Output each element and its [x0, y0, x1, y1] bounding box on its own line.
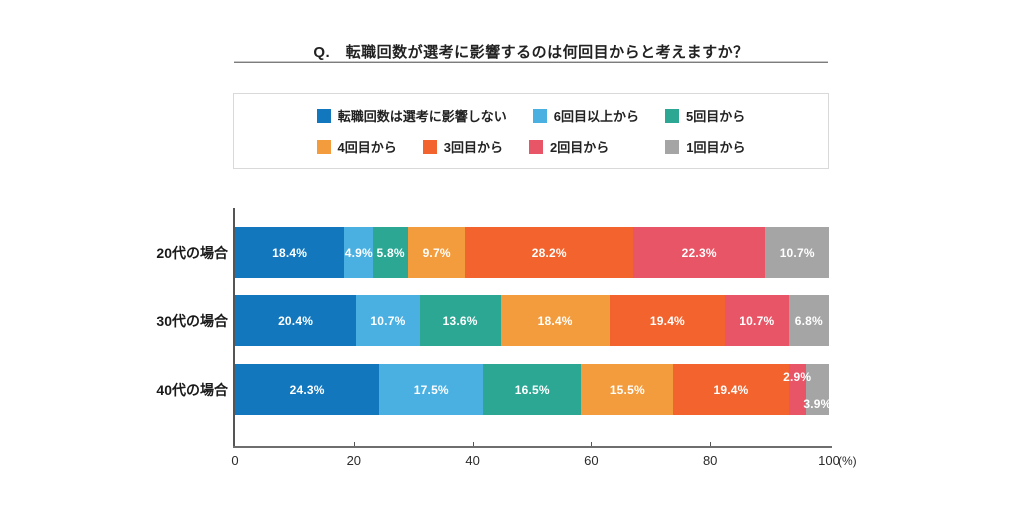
bar-segment-label: 9.7%	[422, 245, 451, 260]
legend-swatch-icon	[316, 108, 331, 123]
x-axis-unit-label: (%)	[838, 454, 857, 468]
bar-segment: 16.5%	[483, 364, 582, 415]
legend-item: 5回目から	[665, 106, 745, 125]
legend-label: 6回目以上から	[553, 109, 639, 124]
category-label: 30代の場合	[156, 312, 228, 329]
legend-swatch-icon	[316, 139, 331, 154]
legend-label: 1回目から	[686, 140, 746, 155]
legend-swatch-icon	[665, 108, 679, 123]
x-tick-mark	[472, 442, 474, 446]
x-axis-line	[233, 446, 832, 448]
bar-segment-label: 24.3%	[289, 382, 325, 397]
bar-segment-label: 13.6%	[442, 313, 478, 328]
title-underline	[234, 61, 828, 63]
legend-label: 転職回数は選考に影響しない	[337, 109, 507, 124]
bar-segment: 15.5%	[581, 364, 674, 415]
legend-swatch-icon	[665, 139, 680, 154]
bar-segment-label: 2.9%	[783, 369, 812, 384]
bar-segment-label: 10.7%	[779, 245, 815, 260]
x-tick-label: 60	[584, 453, 599, 468]
x-tick-label: 0	[231, 453, 239, 468]
legend-label: 5回目から	[686, 109, 746, 124]
bar-segment: 28.2%	[465, 227, 633, 278]
legend-item: 6回目以上から	[532, 106, 639, 125]
bar-segment: 19.4%	[609, 295, 726, 346]
bar-row: 24.3% 17.5% 16.5% 15.5% 19.4% 2.9% 3.9%	[235, 364, 832, 415]
legend-item: 3回目から	[422, 137, 503, 156]
bar-segment: 6.8%	[788, 295, 829, 346]
x-tick-mark	[591, 442, 593, 446]
x-tick-label: 80	[702, 453, 718, 468]
bar-segment: 2.9%	[783, 364, 811, 415]
bar-segment-label: 3.9%	[803, 396, 832, 411]
bar-segment: 3.9%	[803, 364, 832, 415]
bar-segment-label: 15.5%	[609, 382, 645, 397]
legend-label: 4回目から	[337, 140, 397, 155]
bar-segment: 24.3%	[235, 364, 380, 415]
bar-row: 20.4% 10.7% 13.6% 18.4% 19.4% 10.7% 6.8%	[235, 295, 829, 346]
bar-row: 18.4% 4.9% 5.8% 9.7% 28.2% 22.3% 10.7%	[235, 227, 829, 278]
legend-label: 3回目から	[443, 140, 503, 155]
legend-box: 転職回数は選考に影響しない 6回目以上から 5回目から 4回目から 3回目から 2回目から…	[233, 93, 829, 169]
bar-segment: 18.4%	[500, 295, 610, 346]
x-tick-label: 20	[346, 453, 362, 468]
bar-segment-label: 16.5%	[514, 382, 550, 397]
bar-segment-label: 17.5%	[413, 382, 449, 397]
bar-segment-label: 22.3%	[681, 245, 717, 260]
bar-segment-label: 10.7%	[370, 313, 406, 328]
legend-item: 転職回数は選考に影響しない	[316, 106, 507, 125]
legend-swatch-icon	[529, 139, 543, 154]
x-tick-label: 100	[818, 453, 840, 468]
bar-segment: 13.6%	[419, 295, 501, 346]
bar-segment-label: 6.8%	[794, 313, 823, 328]
bar-segment: 19.4%	[673, 364, 789, 415]
bar-segment: 18.4%	[235, 227, 345, 278]
x-tick-mark	[353, 442, 355, 446]
chart-title: Q. 転職回数が選考に影響するのは何回目からと考えますか？	[313, 44, 749, 61]
bar-segment-label: 18.4%	[272, 245, 308, 260]
bar-segment: 17.5%	[379, 364, 484, 415]
y-axis-line	[233, 208, 235, 448]
legend-item: 1回目から	[665, 137, 745, 156]
legend-swatch-icon	[532, 108, 547, 123]
x-tick-mark	[710, 442, 712, 446]
legend-row: 4回目から 3回目から 2回目から 1回目から	[234, 137, 828, 156]
legend-item: 4回目から	[316, 137, 397, 156]
bar-segment: 10.7%	[765, 227, 829, 278]
bar-segment-label: 18.4%	[537, 313, 573, 328]
bar-segment: 9.7%	[407, 227, 466, 278]
legend-label: 2回目から	[550, 140, 610, 155]
bar-segment: 22.3%	[632, 227, 766, 278]
bar-segment-label: 5.8%	[376, 245, 405, 260]
bar-segment-label: 20.4%	[278, 313, 314, 328]
bar-segment-label: 4.9%	[344, 245, 373, 260]
category-label: 40代の場合	[156, 381, 228, 398]
bar-segment: 10.7%	[356, 295, 420, 346]
bar-segment: 10.7%	[725, 295, 789, 346]
bar-segment: 20.4%	[235, 295, 357, 346]
bar-segment-label: 19.4%	[713, 382, 749, 397]
legend-item: 2回目から	[529, 137, 609, 156]
bar-segment-label: 28.2%	[531, 245, 567, 260]
bar-segment: 5.8%	[373, 227, 408, 278]
bar-segment: 4.9%	[344, 227, 374, 278]
bar-segment-label: 10.7%	[739, 313, 775, 328]
x-tick-label: 40	[465, 453, 480, 468]
bar-segment-label: 19.4%	[649, 313, 685, 328]
legend-swatch-icon	[422, 139, 437, 154]
category-label: 20代の場合	[156, 244, 228, 261]
legend-row: 転職回数は選考に影響しない 6回目以上から 5回目から	[234, 106, 828, 125]
